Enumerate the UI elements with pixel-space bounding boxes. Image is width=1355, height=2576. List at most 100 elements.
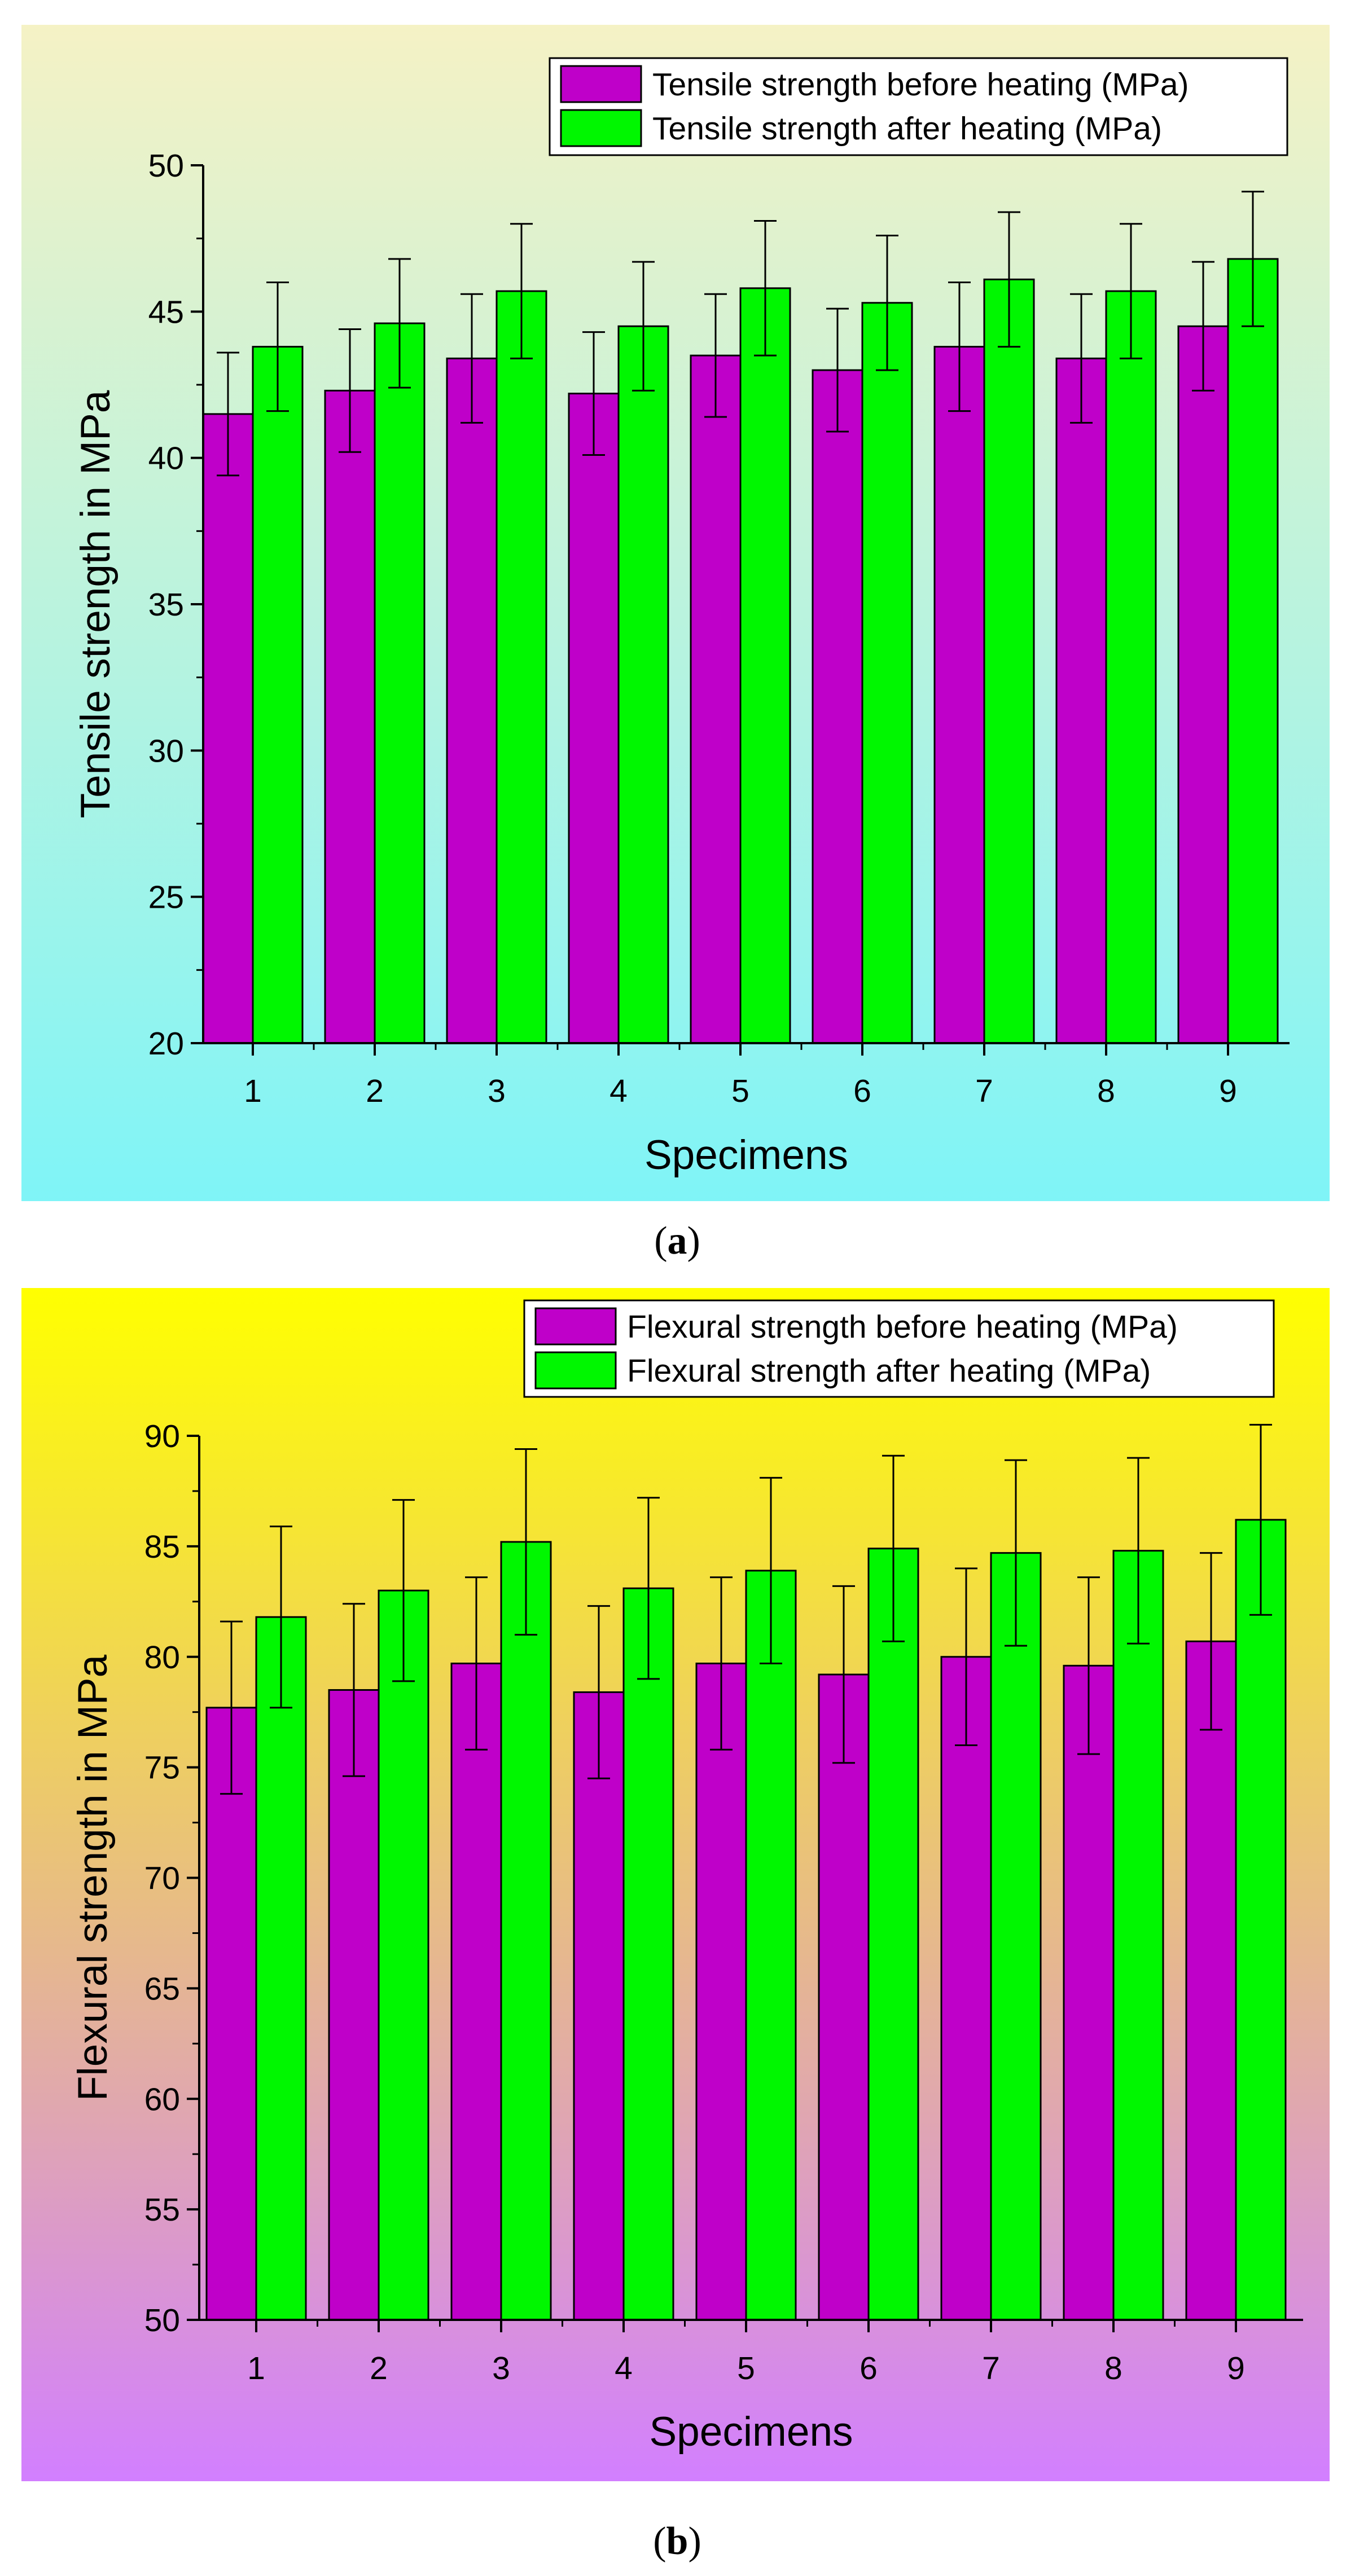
bar-b-s2-9 bbox=[1235, 1519, 1287, 2321]
y-tick-label-b-85: 85 bbox=[144, 1529, 180, 1565]
bar-b-s2-7 bbox=[990, 1552, 1042, 2321]
chart-a-caption: (a) bbox=[654, 1219, 700, 1263]
bar-a-s2-9 bbox=[1227, 258, 1279, 1044]
y-tick-label-b-55: 55 bbox=[144, 2192, 180, 2228]
y-tick-label-b-90: 90 bbox=[144, 1418, 180, 1454]
bar-a-s1-5 bbox=[690, 354, 742, 1044]
error-bar-b-s1-6 bbox=[832, 1585, 855, 1764]
error-bar-b-s2-5 bbox=[760, 1476, 782, 1665]
x-tick-label-a-7: 7 bbox=[975, 1073, 993, 1109]
x-tick-label-b-5: 5 bbox=[737, 2350, 755, 2386]
bar-a-s1-3 bbox=[446, 357, 498, 1044]
bar-a-s2-6 bbox=[861, 302, 913, 1044]
chart-a-bars bbox=[202, 191, 1279, 1044]
x-tick-label-a-4: 4 bbox=[609, 1073, 628, 1109]
error-bar-a-s2-5 bbox=[754, 220, 777, 357]
y-tick-label-b-75: 75 bbox=[144, 1750, 180, 1786]
x-tick-label-b-3: 3 bbox=[492, 2350, 510, 2386]
legend-label-a-s1: Tensile strength before heating (MPa) bbox=[652, 67, 1189, 103]
bar-b-s1-9 bbox=[1185, 1640, 1237, 2321]
error-bar-a-s2-1 bbox=[266, 281, 289, 412]
legend-box-a bbox=[549, 57, 1288, 156]
error-bar-a-s2-6 bbox=[876, 234, 898, 371]
error-bar-a-s2-2 bbox=[388, 258, 411, 389]
legend-swatch-a-s2 bbox=[560, 109, 642, 147]
y-tick-label-a-20: 20 bbox=[148, 1026, 184, 1062]
bar-a-s1-2 bbox=[324, 389, 376, 1044]
bar-b-s1-5 bbox=[695, 1663, 747, 2321]
chart-a-legend: Tensile strength before heating (MPa) Ten… bbox=[549, 57, 1288, 156]
error-bar-a-s1-5 bbox=[704, 293, 727, 418]
error-bar-b-s1-3 bbox=[465, 1576, 488, 1751]
x-tick-label-a-5: 5 bbox=[731, 1073, 749, 1109]
bar-a-s2-8 bbox=[1105, 290, 1157, 1044]
y-tick-label-a-35: 35 bbox=[148, 587, 184, 623]
bar-a-s1-6 bbox=[812, 369, 863, 1044]
y-tick-label-a-25: 25 bbox=[148, 880, 184, 916]
error-bar-b-s1-5 bbox=[710, 1576, 733, 1751]
error-bar-a-s2-4 bbox=[632, 261, 655, 392]
error-bar-a-s1-3 bbox=[461, 293, 483, 424]
bar-a-s2-3 bbox=[495, 290, 547, 1044]
error-bar-a-s1-6 bbox=[826, 307, 849, 433]
error-bar-a-s2-7 bbox=[998, 211, 1020, 348]
error-bar-b-s2-3 bbox=[515, 1448, 537, 1636]
y-tick-label-b-80: 80 bbox=[144, 1639, 180, 1676]
error-bar-b-s1-2 bbox=[343, 1603, 365, 1777]
legend-label-b-s2: Flexural strength after heating (MPa) bbox=[627, 1353, 1151, 1389]
error-bar-a-s2-8 bbox=[1120, 223, 1142, 359]
error-bar-b-s2-8 bbox=[1127, 1457, 1150, 1645]
error-bar-b-s2-9 bbox=[1249, 1423, 1272, 1616]
bar-a-s1-4 bbox=[568, 393, 620, 1044]
error-bar-a-s1-2 bbox=[339, 328, 361, 453]
legend-swatch-b-s2 bbox=[534, 1351, 617, 1390]
bar-a-s1-8 bbox=[1055, 357, 1107, 1044]
error-bar-b-s2-6 bbox=[882, 1454, 905, 1642]
bar-b-s2-8 bbox=[1112, 1550, 1164, 2321]
legend-swatch-b-s1 bbox=[534, 1307, 617, 1346]
error-bar-b-s2-7 bbox=[1005, 1459, 1027, 1647]
bar-b-s1-2 bbox=[328, 1689, 380, 2321]
y-tick-label-a-45: 45 bbox=[148, 294, 184, 330]
x-tick-label-a-1: 1 bbox=[244, 1073, 262, 1109]
error-bar-b-s1-7 bbox=[955, 1567, 977, 1746]
y-tick-label-a-30: 30 bbox=[148, 733, 184, 769]
chart-a-y-axis-title: Tensile strength in MPa bbox=[73, 390, 119, 818]
bar-a-s2-7 bbox=[983, 278, 1035, 1044]
bar-b-s2-2 bbox=[378, 1589, 429, 2321]
chart-b-axes: 50 55 60 65 70 75 80 85 90 1 2 3 4 5 6 7 8 9 bbox=[144, 1418, 1303, 2386]
bar-a-s1-1 bbox=[202, 413, 254, 1044]
bar-b-s1-6 bbox=[818, 1673, 870, 2321]
bar-a-s2-4 bbox=[617, 325, 669, 1044]
y-tick-label-b-65: 65 bbox=[144, 1971, 180, 2007]
legend-label-a-s2: Tensile strength after heating (MPa) bbox=[652, 111, 1162, 147]
chart-b-bars bbox=[205, 1423, 1287, 2321]
bar-a-s2-1 bbox=[252, 346, 304, 1044]
chart-b-x-axis-title: Specimens bbox=[649, 2409, 853, 2455]
chart-panel-b: 50 55 60 65 70 75 80 85 90 1 2 3 4 5 6 7 8 9 Specimens Fl… bbox=[21, 1288, 1330, 2481]
y-tick-label-b-70: 70 bbox=[144, 1861, 180, 1897]
x-tick-label-a-2: 2 bbox=[366, 1073, 384, 1109]
error-bar-a-s1-7 bbox=[948, 281, 971, 412]
chart-a-x-axis-title: Specimens bbox=[644, 1132, 848, 1178]
chart-b-caption: (b) bbox=[653, 2520, 701, 2563]
bar-b-s2-3 bbox=[500, 1541, 552, 2321]
error-bar-b-s1-4 bbox=[587, 1605, 610, 1779]
x-tick-label-b-7: 7 bbox=[982, 2350, 1000, 2386]
x-tick-label-a-3: 3 bbox=[488, 1073, 506, 1109]
legend-swatch-a-s1 bbox=[560, 65, 642, 103]
x-tick-label-b-4: 4 bbox=[615, 2350, 633, 2386]
error-bar-b-s2-2 bbox=[392, 1499, 415, 1682]
error-bar-b-s2-1 bbox=[270, 1526, 292, 1709]
legend-label-b-s1: Flexural strength before heating (MPa) bbox=[627, 1309, 1178, 1345]
x-tick-label-b-1: 1 bbox=[247, 2350, 265, 2386]
x-tick-label-b-2: 2 bbox=[370, 2350, 388, 2386]
y-tick-label-a-50: 50 bbox=[148, 148, 184, 184]
y-tick-label-b-60: 60 bbox=[144, 2081, 180, 2117]
error-bar-a-s2-3 bbox=[510, 223, 533, 359]
bar-a-s1-9 bbox=[1177, 325, 1229, 1044]
bar-b-s1-7 bbox=[940, 1656, 992, 2321]
